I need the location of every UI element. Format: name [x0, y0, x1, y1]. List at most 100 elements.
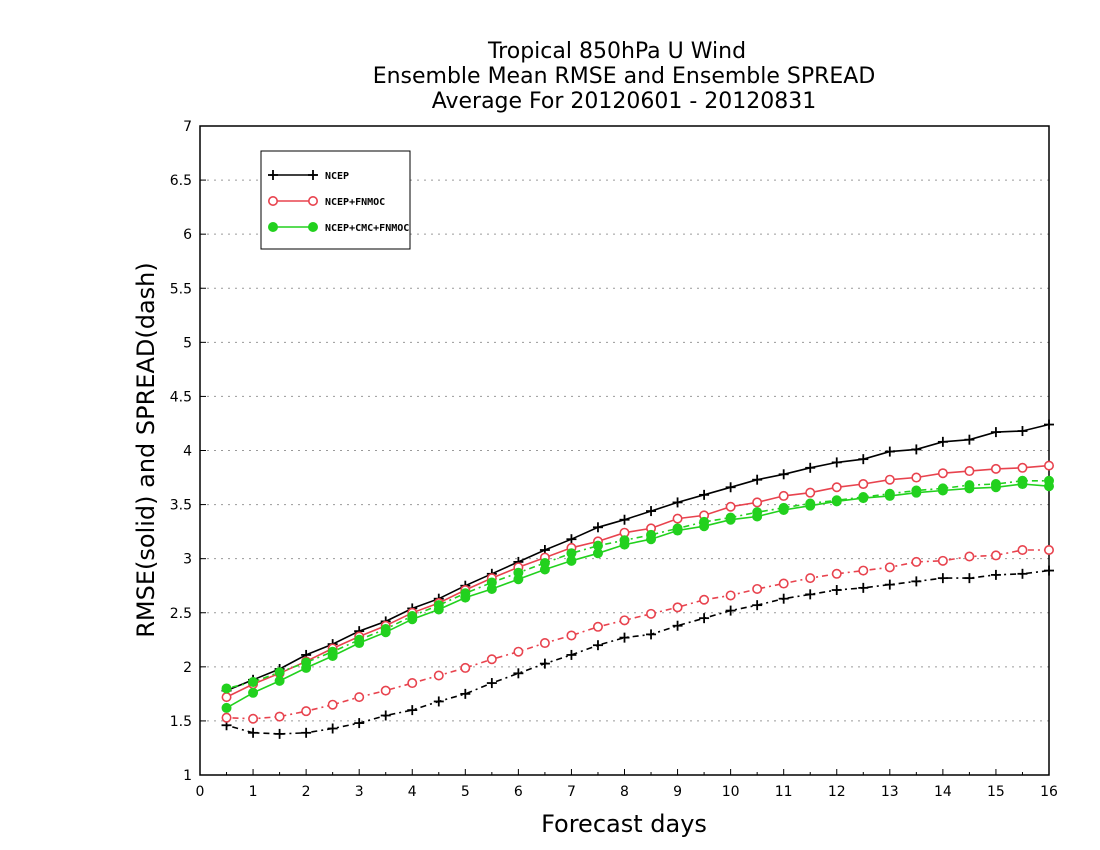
spread-point	[725, 605, 736, 616]
x-tick-label: 2	[302, 784, 311, 800]
rmse-point	[778, 469, 789, 480]
y-tick-label: 4.5	[170, 389, 192, 405]
spread-point	[566, 649, 577, 660]
rmse-point	[911, 472, 922, 483]
spread-point	[778, 593, 789, 604]
x-tick-label: 15	[987, 784, 1005, 800]
legend-item: NCEP+CMC+FNMOC	[268, 222, 409, 234]
y-tick-label: 1	[183, 768, 192, 784]
rmse-point	[539, 564, 550, 575]
y-tick-label: 4	[183, 444, 192, 460]
rmse-point	[937, 436, 948, 447]
spread-point	[699, 613, 710, 624]
x-axis: 0 1 2 3 4 5 6 7 8 9 10 11 12 13 14 15 16	[196, 769, 1058, 800]
spread-point	[778, 578, 789, 589]
spread-point	[460, 688, 471, 699]
chart-title: Tropical 850hPa U Wind Ensemble Mean RMS…	[373, 39, 876, 114]
rmse-point	[592, 522, 603, 533]
spread-point	[354, 692, 365, 703]
rmse-point	[911, 487, 922, 498]
rmse-point	[566, 555, 577, 566]
spread-point	[1044, 565, 1054, 576]
spread-point	[805, 573, 816, 584]
rmse-point	[221, 692, 232, 703]
rmse-point	[1017, 462, 1028, 473]
y-tick-label: 5.5	[170, 281, 192, 297]
series-2	[221, 475, 1054, 713]
rmse-point	[911, 444, 922, 455]
x-tick-label: 5	[461, 784, 470, 800]
spread-point	[937, 555, 948, 566]
legend-marker	[267, 196, 278, 207]
y-tick-label: 3	[183, 552, 192, 568]
rmse-point	[752, 511, 763, 522]
rmse-point	[884, 490, 895, 501]
x-tick-label: 12	[828, 784, 846, 800]
series-layer	[221, 419, 1055, 739]
spread-point	[964, 551, 975, 562]
spread-point	[805, 589, 816, 600]
x-tick-label: 13	[881, 784, 899, 800]
rmse-point	[301, 662, 312, 673]
rmse-point	[805, 462, 816, 473]
rmse-point	[937, 485, 948, 496]
rmse-point	[646, 534, 657, 545]
legend-marker	[307, 196, 318, 207]
legend-box	[260, 150, 411, 250]
rmse-point	[592, 548, 603, 559]
y-axis: 1 1.5 2 2.5 3 3.5 4 4.5 5 5.5 6 6.5 7	[170, 119, 206, 784]
rmse-point	[354, 638, 365, 649]
rmse-point	[699, 521, 710, 532]
x-tick-label: 6	[514, 784, 523, 800]
x-tick-label: 14	[934, 784, 952, 800]
rmse-point	[990, 482, 1001, 493]
spread-point	[646, 629, 657, 640]
spread-point	[937, 573, 948, 584]
rmse-point	[937, 468, 948, 479]
rmse-point	[646, 506, 657, 517]
spread-point	[858, 565, 869, 576]
rmse-point	[327, 651, 338, 662]
spread-point	[301, 706, 312, 717]
rmse-point	[858, 493, 869, 504]
legend-label: NCEP+CMC+FNMOC	[325, 223, 409, 234]
spread-point	[248, 713, 259, 724]
spread-point	[672, 620, 683, 631]
series-1	[221, 460, 1055, 724]
rmse-point	[486, 583, 497, 594]
spread-point	[566, 630, 577, 641]
legend-label: NCEP+FNMOC	[325, 197, 385, 208]
spread-point	[752, 600, 763, 611]
y-tick-label: 6.5	[170, 173, 192, 189]
rmse-line	[226, 423, 1050, 692]
spread-point	[831, 568, 842, 579]
rmse-point	[805, 487, 816, 498]
rmse-point	[566, 534, 577, 545]
rmse-point	[1017, 426, 1028, 437]
series-0	[221, 419, 1054, 739]
spread-point	[1044, 545, 1055, 556]
rmse-line	[226, 464, 1050, 698]
spread-line	[226, 569, 1050, 735]
spread-point	[327, 723, 338, 734]
rmse-line	[226, 483, 1050, 709]
spread-point	[380, 710, 391, 721]
x-tick-label: 1	[249, 784, 258, 800]
legend-label: NCEP	[325, 171, 349, 182]
spread-point	[407, 705, 418, 716]
x-tick-label: 11	[775, 784, 793, 800]
rmse-point	[1044, 419, 1054, 430]
spread-point	[752, 583, 763, 594]
rmse-point	[619, 514, 630, 525]
rmse-point	[805, 500, 816, 511]
spread-line	[226, 479, 1049, 690]
rmse-point	[778, 490, 789, 501]
rmse-point	[990, 427, 1001, 438]
legend-item: NCEP+FNMOC	[267, 196, 385, 208]
spread-point	[539, 638, 550, 649]
rmse-point	[831, 482, 842, 493]
y-tick-label: 1.5	[170, 714, 192, 730]
x-tick-label: 10	[722, 784, 740, 800]
spread-point	[592, 640, 603, 651]
